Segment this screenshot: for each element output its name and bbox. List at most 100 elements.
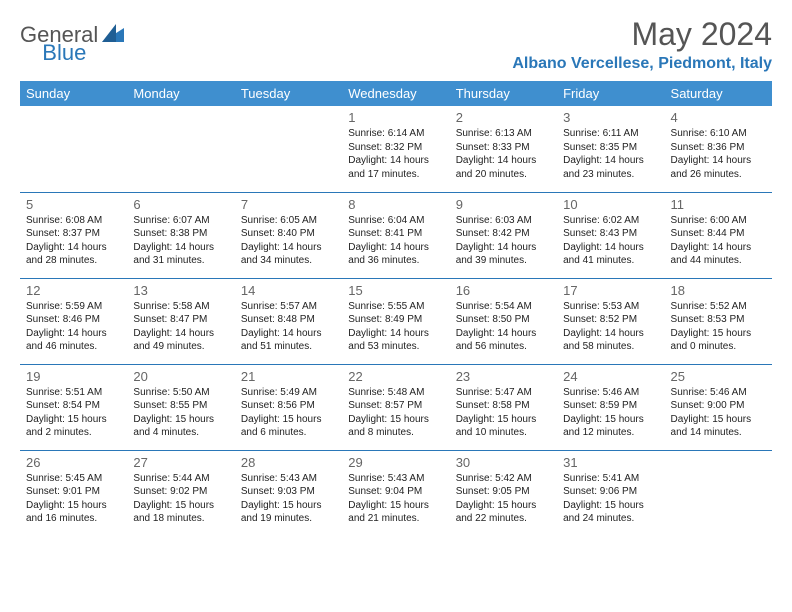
calendar-cell: 5 Sunrise: 6:08 AMSunset: 8:37 PMDaylight… <box>20 192 127 278</box>
calendar-cell: 1Sunrise: 6:14 AMSunset: 8:32 PMDaylight… <box>342 106 449 192</box>
day-number: 2 <box>456 110 551 125</box>
day-number: 1 <box>348 110 443 125</box>
day-details: Sunrise: 5:52 AMSunset: 8:53 PMDaylight:… <box>671 300 766 354</box>
header: General Blue May 2024 Albano Vercellese,… <box>20 16 772 73</box>
day-details: Sunrise: 5:54 AMSunset: 8:50 PMDaylight:… <box>456 300 551 354</box>
calendar-cell: 27Sunrise: 5:44 AMSunset: 9:02 PMDayligh… <box>127 450 234 536</box>
day-number: 6 <box>133 197 228 212</box>
calendar-table: Sunday Monday Tuesday Wednesday Thursday… <box>20 81 772 536</box>
calendar-cell: 7 Sunrise: 6:05 AMSunset: 8:40 PMDaylight… <box>235 192 342 278</box>
day-number: 28 <box>241 455 336 470</box>
calendar-body: 1Sunrise: 6:14 AMSunset: 8:32 PMDaylight… <box>20 106 772 536</box>
day-details: Sunrise: 6:07 AMSunset: 8:38 PMDaylight:… <box>133 214 228 268</box>
day-details: Sunrise: 5:50 AMSunset: 8:55 PMDaylight:… <box>133 386 228 440</box>
day-number: 5 <box>26 197 121 212</box>
calendar-cell <box>665 450 772 536</box>
calendar-cell: 16 Sunrise: 5:54 AMSunset: 8:50 PMDayligh… <box>450 278 557 364</box>
calendar-row: 5 Sunrise: 6:08 AMSunset: 8:37 PMDaylight… <box>20 192 772 278</box>
calendar-cell: 13 Sunrise: 5:58 AMSunset: 8:47 PMDayligh… <box>127 278 234 364</box>
day-details: Sunrise: 6:10 AMSunset: 8:36 PMDaylight:… <box>671 127 766 181</box>
day-details: Sunrise: 6:00 AMSunset: 8:44 PMDaylight:… <box>671 214 766 268</box>
day-details: Sunrise: 5:53 AMSunset: 8:52 PMDaylight:… <box>563 300 658 354</box>
day-details: Sunrise: 5:43 AMSunset: 9:04 PMDaylight:… <box>348 472 443 526</box>
location: Albano Vercellese, Piedmont, Italy <box>512 55 772 73</box>
calendar-cell: 21 Sunrise: 5:49 AMSunset: 8:56 PMDayligh… <box>235 364 342 450</box>
day-number: 10 <box>563 197 658 212</box>
day-details: Sunrise: 5:48 AMSunset: 8:57 PMDaylight:… <box>348 386 443 440</box>
day-number: 24 <box>563 369 658 384</box>
day-number: 8 <box>348 197 443 212</box>
calendar-cell <box>20 106 127 192</box>
day-details: Sunrise: 5:51 AMSunset: 8:54 PMDaylight:… <box>26 386 121 440</box>
calendar-row: 1Sunrise: 6:14 AMSunset: 8:32 PMDaylight… <box>20 106 772 192</box>
day-number: 19 <box>26 369 121 384</box>
day-details: Sunrise: 6:05 AMSunset: 8:40 PMDaylight:… <box>241 214 336 268</box>
weekday-header: Sunday <box>20 81 127 106</box>
day-number: 25 <box>671 369 766 384</box>
calendar-cell: 31 Sunrise: 5:41 AMSunset: 9:06 PMDayligh… <box>557 450 664 536</box>
day-details: Sunrise: 5:59 AMSunset: 8:46 PMDaylight:… <box>26 300 121 354</box>
calendar-cell: 15 Sunrise: 5:55 AMSunset: 8:49 PMDayligh… <box>342 278 449 364</box>
day-details: Sunrise: 6:04 AMSunset: 8:41 PMDaylight:… <box>348 214 443 268</box>
calendar-cell: 11Sunrise: 6:00 AMSunset: 8:44 PMDayligh… <box>665 192 772 278</box>
day-number: 17 <box>563 283 658 298</box>
calendar-cell: 4 Sunrise: 6:10 AMSunset: 8:36 PMDaylight… <box>665 106 772 192</box>
weekday-header: Friday <box>557 81 664 106</box>
day-details: Sunrise: 6:13 AMSunset: 8:33 PMDaylight:… <box>456 127 551 181</box>
calendar-cell: 6 Sunrise: 6:07 AMSunset: 8:38 PMDaylight… <box>127 192 234 278</box>
calendar-cell: 29 Sunrise: 5:43 AMSunset: 9:04 PMDayligh… <box>342 450 449 536</box>
calendar-cell: 20 Sunrise: 5:50 AMSunset: 8:55 PMDayligh… <box>127 364 234 450</box>
day-details: Sunrise: 5:46 AMSunset: 9:00 PMDaylight:… <box>671 386 766 440</box>
day-number: 4 <box>671 110 766 125</box>
logo: General Blue <box>20 16 172 48</box>
logo-mark-icon <box>102 24 124 47</box>
day-number: 13 <box>133 283 228 298</box>
day-number: 31 <box>563 455 658 470</box>
calendar-cell: 8 Sunrise: 6:04 AMSunset: 8:41 PMDaylight… <box>342 192 449 278</box>
calendar-cell: 28 Sunrise: 5:43 AMSunset: 9:03 PMDayligh… <box>235 450 342 536</box>
month-title: May 2024 <box>512 16 772 53</box>
weekday-header: Tuesday <box>235 81 342 106</box>
day-number: 30 <box>456 455 551 470</box>
day-number: 21 <box>241 369 336 384</box>
day-details: Sunrise: 5:57 AMSunset: 8:48 PMDaylight:… <box>241 300 336 354</box>
day-number: 14 <box>241 283 336 298</box>
day-number: 20 <box>133 369 228 384</box>
calendar-cell: 10Sunrise: 6:02 AMSunset: 8:43 PMDayligh… <box>557 192 664 278</box>
calendar-cell: 2 Sunrise: 6:13 AMSunset: 8:33 PMDaylight… <box>450 106 557 192</box>
day-number: 16 <box>456 283 551 298</box>
calendar-cell <box>235 106 342 192</box>
calendar-cell: 17 Sunrise: 5:53 AMSunset: 8:52 PMDayligh… <box>557 278 664 364</box>
day-number: 22 <box>348 369 443 384</box>
day-details: Sunrise: 5:43 AMSunset: 9:03 PMDaylight:… <box>241 472 336 526</box>
logo-word2: Blue <box>42 40 86 66</box>
day-number: 3 <box>563 110 658 125</box>
day-number: 15 <box>348 283 443 298</box>
day-number: 23 <box>456 369 551 384</box>
day-details: Sunrise: 6:03 AMSunset: 8:42 PMDaylight:… <box>456 214 551 268</box>
calendar-cell: 22 Sunrise: 5:48 AMSunset: 8:57 PMDayligh… <box>342 364 449 450</box>
calendar-cell: 19 Sunrise: 5:51 AMSunset: 8:54 PMDayligh… <box>20 364 127 450</box>
day-details: Sunrise: 5:47 AMSunset: 8:58 PMDaylight:… <box>456 386 551 440</box>
day-details: Sunrise: 5:45 AMSunset: 9:01 PMDaylight:… <box>26 472 121 526</box>
day-details: Sunrise: 5:46 AMSunset: 8:59 PMDaylight:… <box>563 386 658 440</box>
weekday-header: Wednesday <box>342 81 449 106</box>
calendar-cell: 30Sunrise: 5:42 AMSunset: 9:05 PMDayligh… <box>450 450 557 536</box>
day-number: 27 <box>133 455 228 470</box>
day-details: Sunrise: 5:58 AMSunset: 8:47 PMDaylight:… <box>133 300 228 354</box>
day-details: Sunrise: 5:41 AMSunset: 9:06 PMDaylight:… <box>563 472 658 526</box>
calendar-cell: 9 Sunrise: 6:03 AMSunset: 8:42 PMDaylight… <box>450 192 557 278</box>
day-details: Sunrise: 6:08 AMSunset: 8:37 PMDaylight:… <box>26 214 121 268</box>
day-details: Sunrise: 6:11 AMSunset: 8:35 PMDaylight:… <box>563 127 658 181</box>
day-number: 7 <box>241 197 336 212</box>
day-details: Sunrise: 5:55 AMSunset: 8:49 PMDaylight:… <box>348 300 443 354</box>
day-number: 9 <box>456 197 551 212</box>
calendar-row: 12Sunrise: 5:59 AMSunset: 8:46 PMDayligh… <box>20 278 772 364</box>
day-number: 29 <box>348 455 443 470</box>
calendar-cell: 14 Sunrise: 5:57 AMSunset: 8:48 PMDayligh… <box>235 278 342 364</box>
title-block: May 2024 Albano Vercellese, Piedmont, It… <box>512 16 772 73</box>
day-details: Sunrise: 5:49 AMSunset: 8:56 PMDaylight:… <box>241 386 336 440</box>
calendar-row: 26Sunrise: 5:45 AMSunset: 9:01 PMDayligh… <box>20 450 772 536</box>
weekday-header-row: Sunday Monday Tuesday Wednesday Thursday… <box>20 81 772 106</box>
weekday-header: Saturday <box>665 81 772 106</box>
